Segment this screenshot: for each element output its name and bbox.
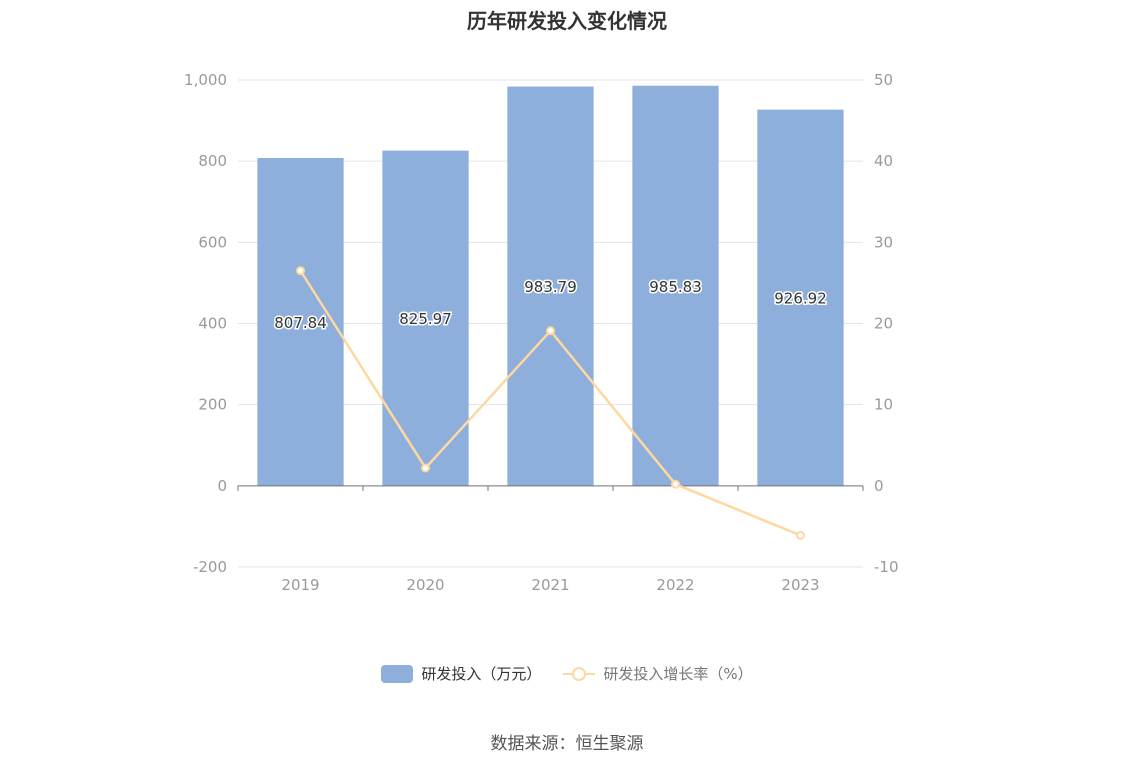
line-point	[421, 463, 430, 473]
legend-bar-label: 研发投入（万元）	[421, 665, 542, 683]
chart-title: 历年研发投入变化情况	[467, 9, 667, 33]
y-right-tick-label: 40	[874, 152, 893, 170]
legend-item-line[interactable]: 研发投入增长率（%）	[563, 663, 753, 684]
y-left-tick-label: 1,000	[184, 71, 227, 89]
legend: 研发投入（万元） 研发投入增长率（%）	[0, 663, 1134, 684]
legend-bar-swatch-icon	[381, 664, 414, 683]
bar-data-label: 825.97	[399, 310, 452, 328]
y-right-tick-label: 0	[874, 477, 884, 495]
y-right-tick-label: 50	[874, 71, 893, 89]
x-tick-label: 2023	[781, 576, 819, 594]
line-point	[796, 530, 805, 540]
legend-item-bar[interactable]: 研发投入（万元）	[381, 663, 541, 684]
bar-data-label: 926.92	[774, 290, 827, 308]
x-tick-label: 2022	[656, 576, 694, 594]
y-right-tick-label: 30	[874, 233, 893, 251]
x-tick-label: 2021	[531, 576, 569, 594]
bar	[757, 109, 844, 486]
legend-line-label: 研发投入增长率（%）	[603, 665, 753, 683]
bar-data-label: 985.83	[649, 278, 702, 296]
x-tick-label: 2020	[406, 576, 444, 594]
line-point	[671, 479, 680, 489]
y-right-tick-label: 20	[874, 315, 893, 333]
legend-line-swatch-icon	[563, 665, 596, 683]
y-left-tick-label: 800	[198, 152, 227, 170]
bar	[507, 86, 594, 486]
bar	[257, 157, 344, 486]
source-note: 数据来源：恒生聚源	[490, 734, 644, 754]
x-tick-label: 2019	[281, 576, 319, 594]
y-left-tick-label: 600	[198, 233, 227, 251]
y-left-tick-label: -200	[193, 558, 227, 576]
y-right-tick-label: -10	[874, 558, 899, 576]
bar	[382, 150, 469, 486]
bar-data-label: 983.79	[524, 278, 577, 296]
y-left-tick-label: 400	[198, 315, 227, 333]
bar-data-label: 807.84	[274, 314, 327, 332]
line-point	[296, 266, 305, 276]
bar	[632, 85, 719, 486]
line-point	[546, 326, 555, 336]
y-right-tick-label: 10	[874, 396, 893, 414]
y-left-tick-label: 0	[217, 477, 227, 495]
y-left-tick-label: 200	[198, 396, 227, 414]
